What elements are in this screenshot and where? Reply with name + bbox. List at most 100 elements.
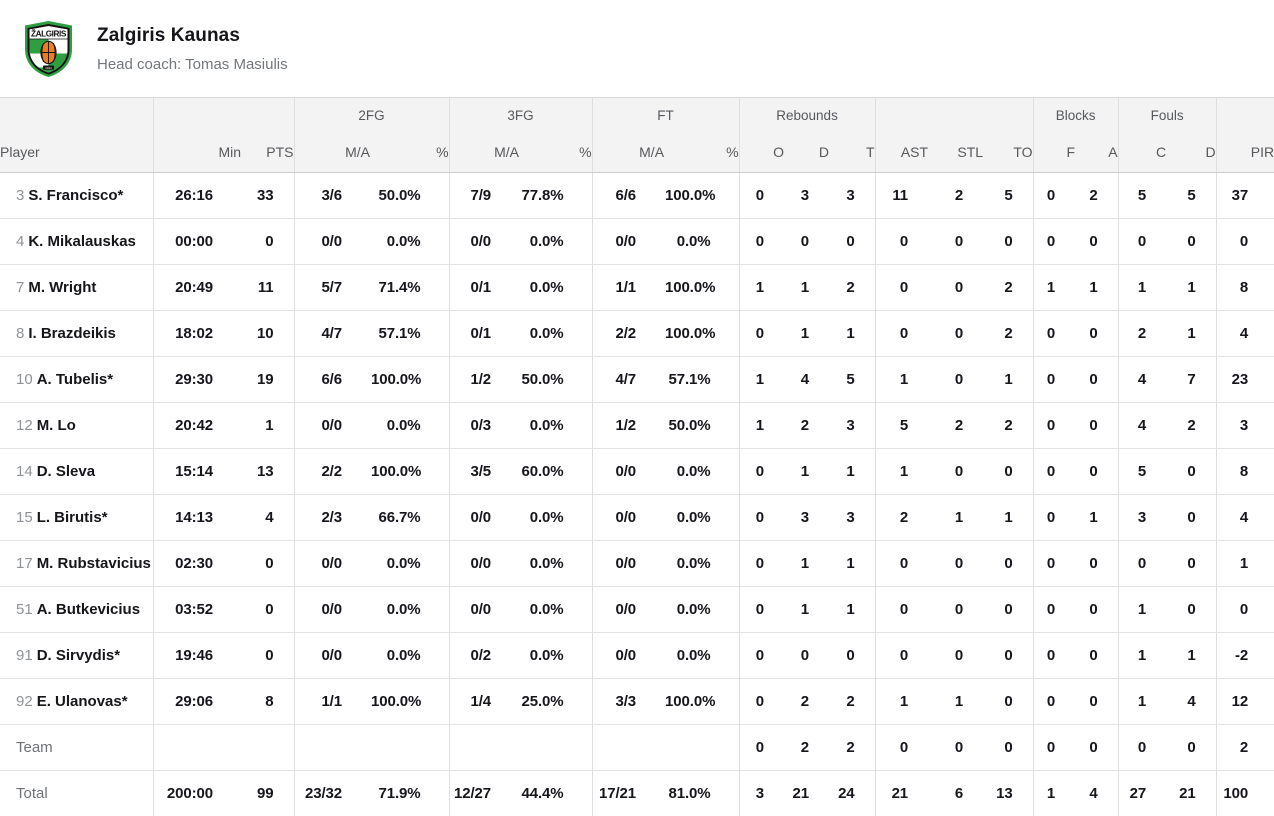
jersey-number: 7 [16,279,28,296]
cell-fg3: 0/2 [449,633,519,679]
cell-fg2p: 0.0% [370,587,449,633]
cell-ftp: 0.0% [664,449,739,495]
cell-min: 29:30 [153,357,241,403]
cell-bf: 0 [1033,541,1075,587]
col-player: Player [0,132,153,173]
group-minpts-spacer [153,98,294,133]
cell-to: 2 [983,265,1033,311]
col-ast: AST [875,132,928,173]
jersey-number: 10 [16,371,37,388]
cell-fg2: 3/6 [294,173,370,219]
cell-t: 1 [829,311,875,357]
cell-ba: 0 [1075,449,1118,495]
cell-ftp: 81.0% [664,771,739,816]
col-to: TO [983,132,1033,173]
cell-stl: 0 [928,587,983,633]
col-blocks-a: A [1075,132,1118,173]
cell-min: 18:02 [153,311,241,357]
cell-pir: 12 [1216,679,1274,725]
cell-ft: 1/2 [592,403,664,449]
cell-fc: 4 [1118,357,1166,403]
col-pir: PIR [1216,132,1274,173]
player-name: D. Sleva [37,463,95,480]
jersey-number: 8 [16,325,28,342]
box-score-table: 2FG 3FG FT Rebounds Blocks Fouls Player … [0,97,1274,816]
cell-to: 5 [983,173,1033,219]
cell-ftp: 0.0% [664,587,739,633]
cell-bf: 1 [1033,771,1075,816]
cell-d: 1 [784,541,829,587]
cell-ast: 0 [875,311,928,357]
jersey-number: 4 [16,233,28,250]
cell-ba: 0 [1075,725,1118,771]
player-name: M. Lo [37,417,76,434]
cell-fg2: 5/7 [294,265,370,311]
cell-pir: 37 [1216,173,1274,219]
player-name: A. Tubelis* [37,371,113,388]
team-name: Zalgiris Kaunas [97,25,288,47]
cell-stl: 0 [928,265,983,311]
cell-stl: 0 [928,725,983,771]
cell-min: 19:46 [153,633,241,679]
cell-fg3p [519,725,592,771]
cell-stl: 0 [928,219,983,265]
player-name: E. Ulanovas* [37,693,128,710]
col-reb-o: O [739,132,784,173]
cell-fg3p: 25.0% [519,679,592,725]
cell-t: 1 [829,449,875,495]
cell-d: 2 [784,679,829,725]
cell-pts: 10 [241,311,294,357]
cell-fg3p: 60.0% [519,449,592,495]
cell-fd: 7 [1166,357,1216,403]
cell-o: 1 [739,357,784,403]
col-3fg-pct: % [519,132,592,173]
cell-fc: 1 [1118,679,1166,725]
cell-fg2p: 100.0% [370,357,449,403]
cell-fd: 21 [1166,771,1216,816]
cell-fd: 0 [1166,219,1216,265]
cell-fc: 0 [1118,725,1166,771]
cell-fg2: 1/1 [294,679,370,725]
cell-pts: 19 [241,357,294,403]
cell-pts: 0 [241,541,294,587]
player-cell: Team [0,725,153,771]
cell-fg3p: 0.0% [519,495,592,541]
jersey-number: 92 [16,693,37,710]
table-header: 2FG 3FG FT Rebounds Blocks Fouls Player … [0,98,1274,173]
col-2fg-ma: M/A [294,132,370,173]
cell-to: 2 [983,311,1033,357]
cell-fg3p: 0.0% [519,541,592,587]
cell-stl: 0 [928,311,983,357]
cell-ast: 0 [875,265,928,311]
cell-bf: 0 [1033,219,1075,265]
col-3fg-ma: M/A [449,132,519,173]
cell-pir: 3 [1216,403,1274,449]
cell-fg3p: 77.8% [519,173,592,219]
cell-fd: 1 [1166,633,1216,679]
cell-fg2p: 71.9% [370,771,449,816]
cell-ba: 0 [1075,541,1118,587]
cell-pir: 0 [1216,219,1274,265]
group-rebounds: Rebounds [739,98,875,133]
cell-fg2: 2/2 [294,449,370,495]
cell-t: 3 [829,173,875,219]
cell-fg2: 0/0 [294,633,370,679]
cell-bf: 0 [1033,725,1075,771]
cell-fc: 1 [1118,265,1166,311]
cell-pir: 1 [1216,541,1274,587]
cell-t: 2 [829,679,875,725]
cell-fd: 4 [1166,679,1216,725]
team-header: 1944 ŽALGIRIS Zalgiris Kaunas Head coach… [0,0,1274,97]
cell-o: 0 [739,449,784,495]
cell-min: 200:00 [153,771,241,816]
player-name: L. Birutis* [37,509,108,526]
jersey-number: 12 [16,417,37,434]
